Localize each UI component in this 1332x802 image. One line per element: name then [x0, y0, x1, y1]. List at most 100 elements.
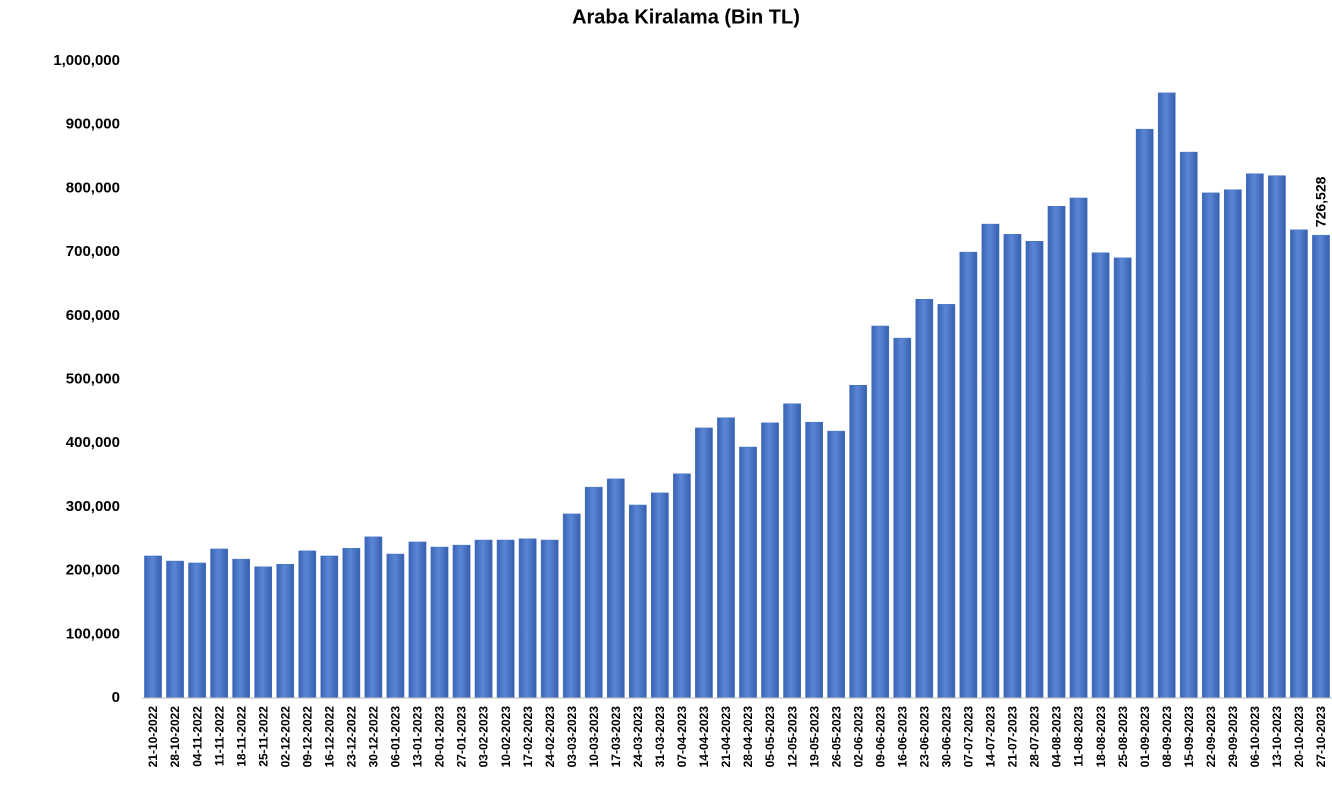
bar	[474, 539, 493, 699]
bar	[783, 403, 801, 699]
bar	[1179, 151, 1198, 699]
x-tick-label: 03-03-2023	[565, 706, 579, 768]
x-tick-label: 19-05-2023	[807, 706, 821, 768]
bar	[144, 555, 162, 699]
x-tick-label: 04-11-2022	[190, 706, 204, 767]
x-tick-label: 28-07-2023	[1028, 706, 1042, 768]
bar	[849, 384, 868, 699]
bar	[584, 486, 603, 699]
bar	[298, 550, 317, 699]
y-tick-label: 900,000	[66, 116, 120, 133]
chart-title: Araba Kiralama (Bin TL)	[572, 6, 800, 28]
x-tick-label: 15-09-2023	[1182, 706, 1196, 768]
x-tick-label: 30-06-2023	[940, 706, 954, 768]
bar	[893, 337, 912, 699]
x-tick-label: 04-08-2023	[1050, 706, 1064, 768]
y-tick-label: 1,000,000	[53, 52, 120, 69]
bar	[959, 251, 978, 699]
x-tick-label: 02-06-2023	[851, 706, 865, 768]
bar	[628, 504, 647, 699]
bar	[871, 325, 890, 699]
x-tick-label: 10-03-2023	[587, 706, 601, 768]
x-tick-label: 01-09-2023	[1138, 706, 1152, 768]
x-tick-label: 27-01-2023	[455, 706, 469, 768]
bar	[606, 478, 625, 699]
y-tick-label: 700,000	[66, 243, 120, 260]
bar	[518, 538, 537, 699]
y-tick-label: 200,000	[66, 562, 120, 579]
x-tick-label: 11-08-2023	[1072, 706, 1086, 767]
bar	[386, 553, 405, 699]
x-tick-label: 24-02-2023	[543, 706, 557, 768]
bar	[254, 566, 273, 699]
x-tick-label: 06-01-2023	[389, 706, 403, 768]
x-tick-label: 18-08-2023	[1094, 706, 1108, 768]
bar	[188, 562, 206, 699]
bar	[1290, 229, 1308, 699]
y-tick-label: 500,000	[66, 370, 120, 387]
x-tick-label: 13-10-2023	[1270, 706, 1284, 768]
bar	[1113, 257, 1132, 699]
bar	[937, 304, 956, 699]
y-tick-label: 600,000	[66, 307, 120, 324]
x-tick-label: 21-10-2022	[146, 706, 160, 768]
x-tick-label: 09-12-2022	[300, 706, 314, 768]
bar	[1268, 175, 1286, 699]
bar	[166, 560, 184, 699]
bar	[232, 558, 251, 699]
y-tick-label: 400,000	[66, 434, 120, 451]
x-tick-label: 25-11-2022	[256, 706, 270, 767]
x-tick-label: 21-07-2023	[1006, 706, 1020, 768]
bar	[981, 223, 1000, 699]
bar	[1135, 128, 1154, 699]
x-tick-label: 29-09-2023	[1226, 706, 1240, 768]
x-tick-label: 26-05-2023	[829, 706, 843, 768]
y-tick-label: 800,000	[66, 179, 120, 196]
bar	[320, 555, 339, 699]
bar	[1246, 173, 1264, 699]
bar	[1201, 192, 1220, 699]
bar	[210, 548, 228, 699]
x-tick-label: 02-12-2022	[278, 706, 292, 768]
x-tick-label: 14-04-2023	[697, 706, 711, 768]
x-tick-label: 28-04-2023	[741, 706, 755, 768]
x-tick-label: 27-10-2023	[1314, 706, 1328, 768]
bar	[408, 541, 427, 699]
x-tick-label: 16-12-2022	[322, 706, 336, 768]
bar	[651, 492, 669, 699]
x-tick-label: 31-03-2023	[653, 706, 667, 768]
x-tick-label: 23-06-2023	[917, 706, 931, 768]
bar	[1223, 189, 1242, 699]
x-tick-label: 22-09-2023	[1204, 706, 1218, 768]
x-tick-label: 14-07-2023	[984, 706, 998, 768]
x-tick-label: 12-05-2023	[785, 706, 799, 768]
bar	[540, 539, 559, 699]
bar	[1157, 92, 1176, 699]
bar	[276, 563, 295, 699]
x-tick-label: 13-01-2023	[411, 706, 425, 768]
bar	[452, 544, 471, 699]
bar	[739, 446, 757, 699]
bar	[827, 430, 846, 699]
x-tick-label: 17-02-2023	[521, 706, 535, 768]
bar	[915, 298, 934, 699]
x-tick-label: 06-10-2023	[1248, 706, 1262, 768]
data-label: 726,528	[1313, 176, 1329, 227]
x-tick-label: 25-08-2023	[1116, 706, 1130, 768]
bar	[717, 417, 735, 699]
x-tick-label: 03-02-2023	[477, 706, 491, 768]
bar	[1003, 234, 1022, 699]
bar	[496, 539, 515, 699]
x-tick-label: 20-01-2023	[433, 706, 447, 768]
bar	[805, 421, 823, 699]
x-tick-label: 09-06-2023	[873, 706, 887, 768]
x-tick-label: 23-12-2022	[345, 706, 359, 768]
bar	[562, 513, 581, 699]
bar	[342, 548, 361, 699]
x-tick-label: 05-05-2023	[763, 706, 777, 768]
bar	[364, 536, 383, 699]
bar	[673, 473, 691, 699]
x-tick-label: 11-11-2022	[212, 706, 226, 766]
x-tick-label: 08-09-2023	[1160, 706, 1174, 768]
